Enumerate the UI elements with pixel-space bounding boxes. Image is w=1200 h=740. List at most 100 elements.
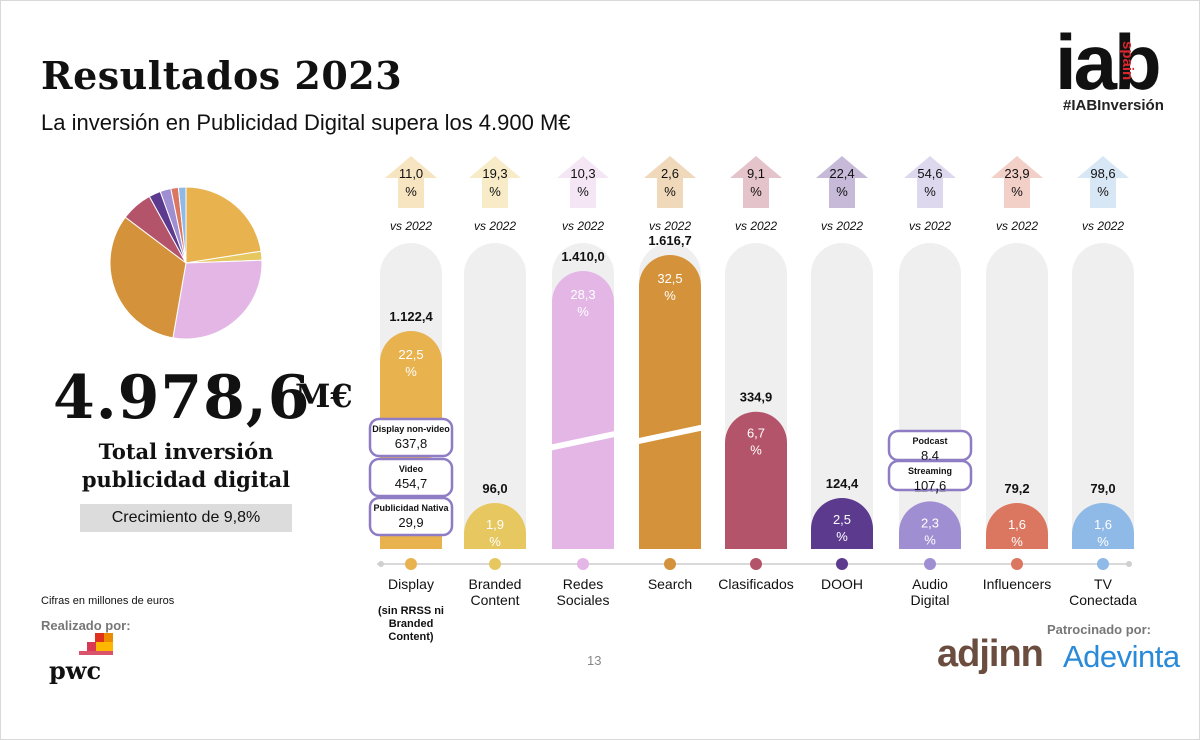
pie-slice-display [185, 186, 262, 264]
pie-slice-tv [177, 186, 187, 264]
growth-sign-clasificados: % [750, 184, 762, 199]
category-label-clasificados-0: Clasificados [718, 576, 793, 592]
growth-sign-branded: % [489, 184, 501, 199]
pie-slice-redes [172, 259, 263, 340]
bar-group-dooh: 124,4 2,5% 22,4% vs 2022 DOOH [811, 156, 873, 592]
category-dot-branded [489, 558, 501, 570]
growth-sign-audio: % [924, 184, 936, 199]
breakdown-label-display-non-video: Display non-video [372, 424, 450, 434]
bar-value-label-clasificados: 334,9 [740, 390, 773, 405]
category-dot-audio [924, 558, 936, 570]
breakdown-label-podcast: Podcast [912, 436, 947, 446]
bar-track-dooh [811, 243, 873, 549]
category-label-display-3: Content) [388, 631, 434, 643]
growth-vs-label-redes: vs 2022 [562, 219, 604, 233]
bar-value-label-dooh: 124,4 [826, 476, 859, 491]
breakdown-box-frame-display-non-video [368, 417, 454, 458]
bar-break-redes [550, 430, 616, 451]
category-label-display-2: Branded [389, 618, 434, 630]
growth-vs-label-tv: vs 2022 [1082, 219, 1124, 233]
growth-label-redes: 10,3 [570, 166, 595, 181]
breakdown-value-streaming: 107,6 [914, 478, 947, 493]
realizado-label: Realizado por: [41, 618, 131, 633]
bar-share-sign-dooh: % [836, 529, 848, 544]
growth-sign-search: % [664, 184, 676, 199]
growth-label-search: 2,6 [661, 166, 679, 181]
growth-badge: Crecimiento de 9,8% [80, 504, 292, 532]
bar-value-label-tv: 79,0 [1090, 481, 1115, 496]
bar-share-sign-branded: % [489, 534, 501, 549]
growth-arrow-dooh [816, 156, 868, 208]
bar-tv [1072, 503, 1134, 549]
bar-dooh [811, 497, 873, 549]
growth-sign-dooh: % [836, 184, 848, 199]
growth-arrow-audio [904, 156, 956, 208]
growth-vs-label-dooh: vs 2022 [821, 219, 863, 233]
breakdown-box-streaming: Streaming 107,6 [887, 459, 973, 493]
iab-hashtag: #IABInversión [1063, 97, 1164, 114]
category-label-audio-1: Digital [911, 592, 950, 608]
breakdown-label-streaming: Streaming [908, 466, 952, 476]
breakdown-label-video: Video [399, 464, 424, 474]
growth-vs-label-display: vs 2022 [390, 219, 432, 233]
category-label-branded-1: Content [470, 592, 519, 608]
growth-sign-display: % [405, 184, 417, 199]
baseline-start-dot [378, 561, 384, 567]
breakdown-box-display-non-video: Display non-video 637,8 [368, 417, 454, 458]
bar-share-sign-audio: % [924, 532, 936, 547]
pie-chart [109, 186, 263, 340]
baseline-end-dot [1126, 561, 1132, 567]
total-value: 4.978,6 [53, 363, 311, 433]
growth-arrow-redes [557, 156, 609, 208]
growth-vs-label-clasificados: vs 2022 [735, 219, 777, 233]
bar-share-label-dooh: 2,5 [833, 512, 851, 527]
breakdown-box-publicidad-nativa: Publicidad Nativa 29,9 [368, 496, 454, 537]
breakdown-value-podcast: 8,4 [921, 448, 939, 463]
bar-share-label-influencers: 1,6 [1008, 517, 1026, 532]
bar-group-clasificados: 334,9 6,7% 9,1% vs 2022 Clasificados [718, 156, 794, 592]
breakdown-box-frame-publicidad-nativa [368, 496, 454, 537]
growth-vs-label-influencers: vs 2022 [996, 219, 1038, 233]
bar-clasificados [725, 411, 787, 549]
growth-vs-label-audio: vs 2022 [909, 219, 951, 233]
bar-share-sign-influencers: % [1011, 534, 1023, 549]
bar-value-label-branded: 96,0 [482, 481, 507, 496]
category-label-display-0: Display [388, 576, 434, 592]
iab-logo: iab [1055, 18, 1162, 106]
bar-group-display: 1.122,4 22,5% 11,0% vs 2022 Display (sin RRSS… [378, 156, 444, 643]
growth-label-dooh: 22,4 [829, 166, 854, 181]
adjinn-logo: adjinn [937, 633, 1044, 675]
page-subtitle: La inversión en Publicidad Digital super… [41, 110, 571, 135]
growth-arrow-tv [1077, 156, 1129, 208]
growth-vs-label-search: vs 2022 [649, 219, 691, 233]
category-dot-redes [577, 558, 589, 570]
units-note: Cifras en millones de euros [41, 595, 175, 607]
bar-search [639, 255, 701, 549]
bar-group-influencers: 79,2 1,6% 23,9% vs 2022 Influencers [983, 156, 1051, 592]
bar-value-label-search: 1.616,7 [648, 233, 691, 248]
growth-sign-influencers: % [1011, 184, 1023, 199]
page-title: Resultados 2023 [41, 53, 403, 98]
category-label-display-1: (sin RRSS ni [378, 605, 444, 617]
bar-share-sign-clasificados: % [750, 443, 762, 458]
bar-share-sign-tv: % [1097, 534, 1109, 549]
pwc-logo-mark [79, 633, 113, 655]
bar-share-label-branded: 1,9 [486, 517, 504, 532]
growth-vs-label-branded: vs 2022 [474, 219, 516, 233]
bar-redes [552, 271, 614, 549]
category-label-redes-1: Sociales [557, 592, 610, 608]
bar-share-label-redes: 28,3 [570, 287, 595, 302]
bar-value-label-redes: 1.410,0 [561, 249, 604, 264]
pwc-logo: pwc [49, 656, 102, 685]
growth-sign-tv: % [1097, 184, 1109, 199]
category-label-dooh-0: DOOH [821, 576, 863, 592]
breakdown-box-frame-video [368, 457, 454, 498]
category-dot-clasificados [750, 558, 762, 570]
bar-track-branded [464, 243, 526, 549]
growth-arrow-influencers [991, 156, 1043, 208]
category-dot-influencers [1011, 558, 1023, 570]
